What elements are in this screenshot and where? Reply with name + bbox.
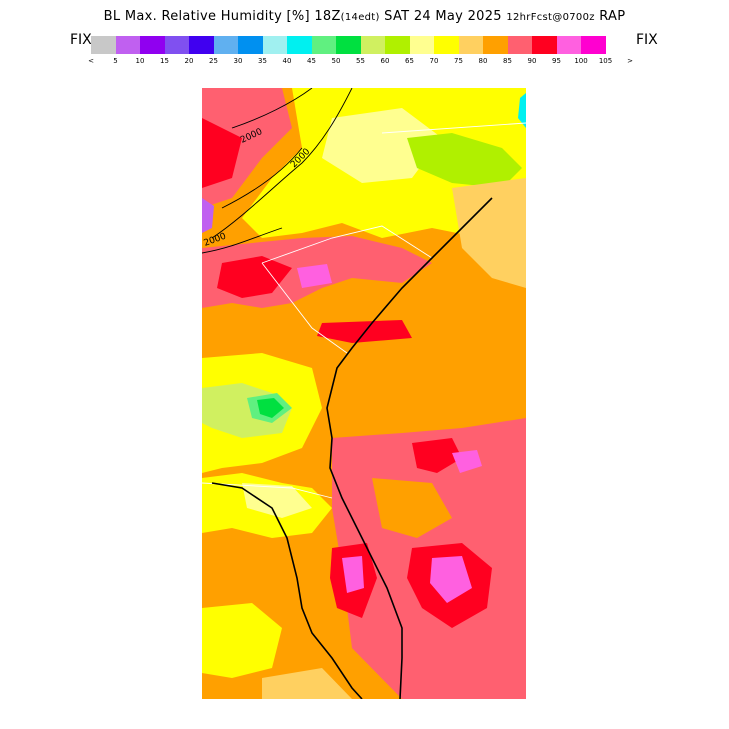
rh-region-west-lightyellow [242, 483, 312, 518]
rh-region-ne-orange [452, 178, 526, 288]
color-scale-tick-label: 40 [282, 57, 292, 65]
rh-region-east-pink-spot [452, 450, 482, 473]
color-swatch [140, 36, 165, 54]
contour-line-2 [211, 88, 353, 239]
color-swatch [336, 36, 361, 54]
color-swatch [360, 36, 385, 54]
color-swatch [189, 36, 214, 54]
color-swatch [532, 36, 557, 54]
color-scale-tick-label: 15 [160, 57, 169, 65]
color-swatch [91, 36, 116, 54]
color-swatch [507, 36, 532, 54]
color-swatch [115, 36, 140, 54]
fix-right-label: FIX [636, 32, 658, 48]
color-swatch [311, 36, 336, 54]
rh-region-east-orange [372, 478, 452, 538]
color-scale-tick-label: 70 [429, 57, 439, 65]
rh-region-central-deepred [217, 256, 292, 298]
boundary-nc-sc [261, 225, 433, 264]
rh-region-se-pink [430, 556, 472, 603]
color-scale-tick-label: 50 [331, 57, 341, 65]
rh-region-sw-yellow [202, 603, 282, 678]
color-scale-tick-label: 5 [113, 57, 118, 65]
fix-left-label: FIX [70, 32, 92, 48]
color-scale-tick-label: 20 [184, 57, 194, 65]
color-swatch [556, 36, 581, 54]
color-swatch [385, 36, 410, 54]
color-scale-tick-label: 10 [135, 57, 145, 65]
color-scale-tick-label: < [88, 57, 94, 65]
color-scale-tick-label: 65 [405, 57, 414, 65]
title-model: RAP [594, 9, 626, 24]
color-swatch [287, 36, 312, 54]
boundary-ga-fl [202, 482, 333, 499]
rh-region-ne-cyan [518, 93, 526, 128]
color-scale-tick-label: 105 [598, 57, 613, 65]
color-scale-tick-label: 95 [552, 57, 561, 65]
title-local-time: (14edt) [340, 12, 380, 23]
color-scale-tick-label: 90 [527, 57, 537, 65]
color-swatch [164, 36, 189, 54]
coastline-fl-west [211, 482, 363, 699]
rh-region-west-brightgreen [257, 398, 284, 418]
color-scale-ticks: <5 10 15 20 25 30 35 40 45 50 55 60 65 70 75 80 85 90 95 10… [88, 57, 633, 67]
state-boundaries [202, 122, 526, 499]
contour-line-1 [231, 88, 313, 129]
color-swatch [262, 36, 287, 54]
rh-region-ne-green [407, 133, 522, 188]
color-swatch [458, 36, 483, 54]
terrain-contours [202, 88, 353, 254]
humidity-map: 2000 2000 2000 [202, 88, 526, 699]
color-scale-tick-label: 45 [307, 57, 316, 65]
color-scale-tick-label: 85 [503, 57, 512, 65]
map-title: BL Max. Relative Humidity [%] 18Z(14edt)… [0, 9, 729, 24]
rh-region-nw-purple [202, 198, 214, 233]
color-swatch [213, 36, 238, 54]
rh-region-south-pink [342, 556, 364, 593]
color-swatch [483, 36, 508, 54]
color-scale-tick-label: 30 [233, 57, 243, 65]
rh-region-nw-red2 [202, 118, 242, 188]
contour-line-4 [202, 227, 283, 254]
title-date: SAT 24 May 2025 [379, 9, 507, 24]
coastline [326, 197, 493, 699]
color-scale-tick-label: 35 [258, 57, 267, 65]
color-swatch [581, 36, 606, 54]
color-scale-tick-label: 100 [574, 57, 588, 65]
color-swatch [409, 36, 434, 54]
color-scale-tick-label: > [627, 57, 633, 65]
rh-region-sw-orange [262, 668, 352, 699]
color-scale-tick-label: 55 [356, 57, 365, 65]
rh-region-east-red1 [412, 438, 462, 473]
boundary-nc-va [381, 122, 526, 134]
contour-line-3 [221, 147, 303, 209]
color-scale-tick-label: 80 [478, 57, 488, 65]
color-scale-tick-label: 25 [209, 57, 218, 65]
color-swatch [434, 36, 459, 54]
title-main: BL Max. Relative Humidity [%] 18Z [103, 9, 341, 24]
color-swatch [238, 36, 263, 54]
color-scale-tick-label: 75 [454, 57, 463, 65]
rh-region-central-pink [297, 264, 332, 288]
boundary-ga-sc [261, 262, 348, 354]
title-forecast: 12hrFcst@0700z [506, 12, 595, 23]
rh-region-north-lightyellow [322, 108, 442, 183]
color-scale-bar [91, 36, 606, 54]
color-scale-tick-label: 60 [380, 57, 390, 65]
